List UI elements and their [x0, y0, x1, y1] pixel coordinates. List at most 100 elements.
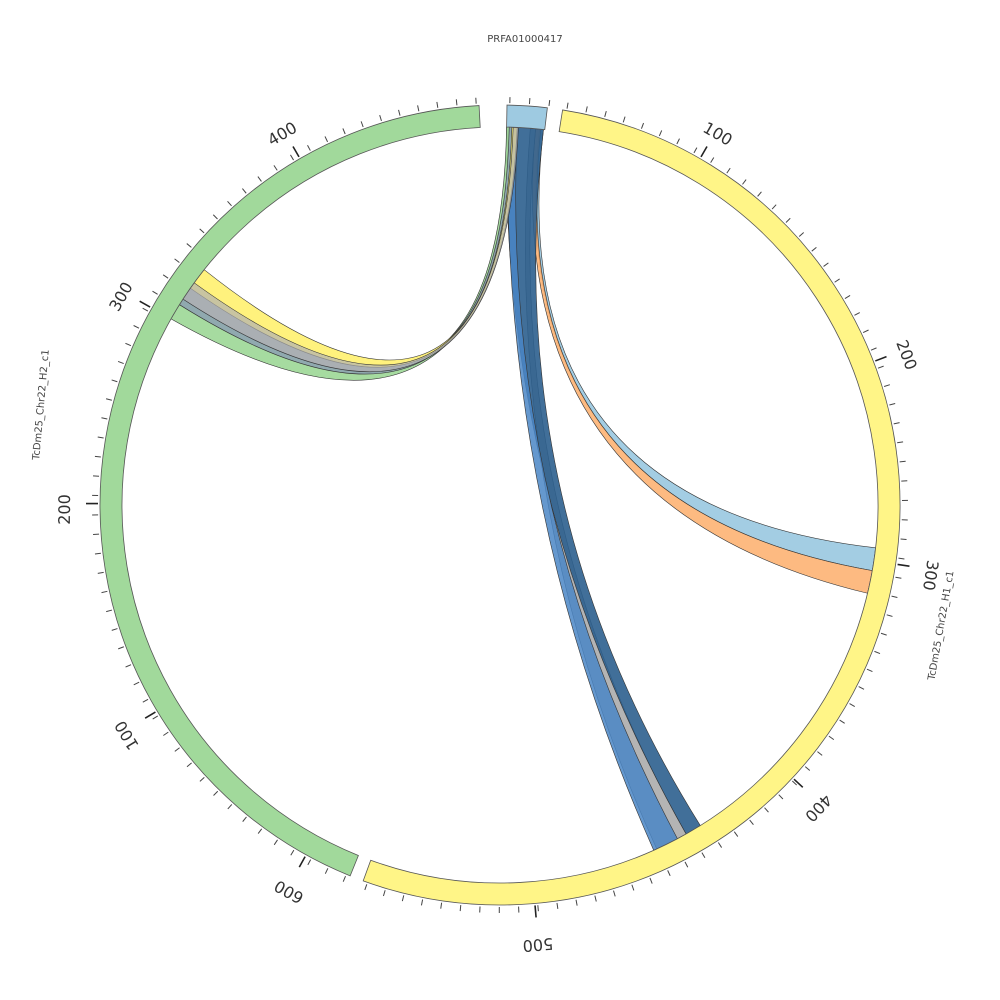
minor-tick	[117, 360, 124, 365]
minor-tick	[257, 176, 262, 182]
minor-tick	[631, 884, 635, 891]
minor-tick	[883, 384, 891, 387]
link-prfa-h1-blue	[535, 128, 876, 571]
minor-tick	[823, 262, 829, 267]
minor-tick	[537, 905, 539, 912]
segment-label-h2: TcDm25_Chr22_H2_c1	[31, 349, 52, 462]
minor-tick	[242, 816, 247, 822]
minor-tick	[717, 842, 723, 848]
minor-tick	[273, 839, 278, 846]
segments-layer	[99, 104, 901, 906]
minor-tick	[360, 121, 364, 128]
minor-tick	[199, 228, 205, 234]
minor-tick	[111, 628, 118, 631]
minor-tick	[556, 902, 559, 909]
tick-label-h1-400: 400	[801, 790, 836, 825]
minor-tick	[804, 766, 811, 771]
minor-tick	[186, 762, 192, 768]
minor-tick	[342, 128, 346, 135]
minor-tick	[862, 329, 869, 334]
minor-tick	[854, 312, 860, 316]
minor-tick	[398, 109, 401, 116]
minor-tick	[174, 747, 180, 752]
minor-tick	[895, 576, 902, 579]
minor-tick	[900, 538, 907, 540]
minor-tick	[106, 609, 113, 613]
tick-label-h2-200: 200	[55, 494, 74, 525]
minor-tick	[566, 102, 569, 109]
minor-tick	[622, 116, 626, 123]
tick-label-h1-200: 200	[892, 337, 921, 372]
minor-tick	[420, 899, 424, 906]
tick-label-h1-500: 500	[522, 934, 554, 956]
segment-h1	[362, 109, 901, 906]
minor-tick	[417, 105, 420, 112]
minor-tick	[101, 590, 108, 594]
minor-tick	[817, 751, 823, 756]
minor-tick	[575, 899, 578, 906]
minor-tick	[844, 295, 851, 299]
minor-tick	[401, 895, 405, 902]
minor-tick	[701, 852, 706, 859]
minor-tick	[212, 214, 218, 220]
minor-tick	[133, 325, 140, 329]
minor-tick	[163, 731, 169, 736]
tick-label-h1-200-mark	[875, 355, 887, 362]
minor-tick	[227, 200, 232, 207]
minor-tick	[440, 902, 443, 909]
minor-tick	[893, 422, 900, 425]
minor-tick	[791, 780, 798, 786]
tick-label-h1-300-mark	[897, 563, 910, 567]
minor-tick	[273, 165, 278, 171]
minor-tick	[125, 664, 132, 668]
minor-tick	[749, 819, 754, 826]
segment-prfa	[506, 104, 548, 131]
minor-tick	[834, 278, 840, 283]
minor-tick	[548, 99, 551, 107]
minor-tick	[897, 441, 904, 444]
segment-h2	[99, 105, 481, 877]
minor-tick	[594, 895, 597, 902]
minor-tick	[307, 859, 312, 866]
minor-tick	[886, 614, 893, 617]
minor-tick	[866, 668, 873, 673]
minor-tick	[839, 719, 845, 724]
minor-tick	[118, 646, 125, 650]
minor-tick	[242, 188, 247, 194]
minor-tick	[142, 307, 149, 312]
tick-label-h2-400-mark	[292, 146, 300, 158]
minor-tick	[880, 632, 887, 636]
minor-tick	[757, 191, 762, 197]
minor-tick	[94, 455, 101, 458]
minor-tick	[162, 274, 169, 279]
minor-tick	[771, 204, 777, 210]
minor-tick	[733, 831, 739, 837]
minor-tick	[436, 101, 439, 108]
minor-tick	[290, 154, 294, 161]
tick-label-h1-400-mark	[793, 778, 804, 788]
link-prfa-h1-blue-dark	[506, 126, 701, 835]
minor-tick	[324, 868, 329, 874]
minor-tick	[101, 417, 108, 420]
minor-tick	[667, 870, 671, 877]
minor-tick	[604, 110, 607, 118]
minor-tick	[94, 552, 101, 555]
minor-tick	[649, 877, 653, 884]
link-prfa-h1-orange	[532, 128, 873, 594]
minor-tick	[97, 436, 104, 439]
minor-tick	[290, 849, 295, 856]
tick-label-h2-100: 100	[111, 717, 143, 753]
minor-tick	[152, 290, 158, 295]
minor-tick	[693, 147, 698, 154]
minor-tick	[459, 905, 462, 912]
tick-label-h2-300: 300	[105, 279, 137, 315]
minor-tick	[152, 715, 159, 720]
minor-tick	[676, 138, 680, 145]
minor-tick	[710, 157, 715, 163]
minor-tick	[199, 776, 205, 782]
minor-tick	[764, 807, 769, 813]
link-prfa-h2-tan	[182, 126, 519, 373]
minor-tick	[778, 794, 784, 800]
tick-label-h1-300: 300	[919, 559, 942, 592]
